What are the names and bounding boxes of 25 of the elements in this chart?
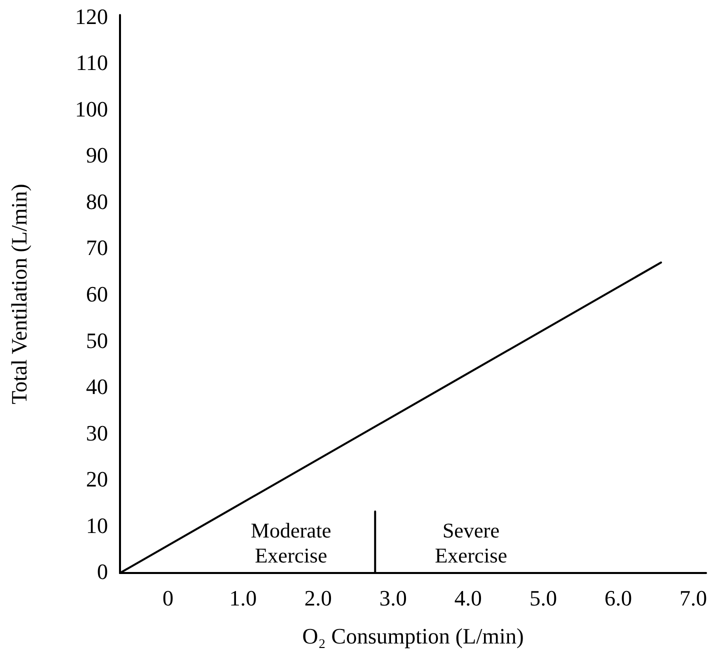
y-tick-label: 120 xyxy=(75,4,108,29)
x-tick-label: 1.0 xyxy=(229,586,257,610)
y-tick-label: 80 xyxy=(86,188,108,214)
x-tick-label: 4.0 xyxy=(454,586,482,610)
y-tick-label: 10 xyxy=(86,512,108,538)
annotation: Severe Exercise xyxy=(434,518,508,568)
x-tick-label: 2.0 xyxy=(304,586,332,610)
y-tick-label: 110 xyxy=(76,50,108,76)
y-tick-label: 30 xyxy=(86,420,108,446)
annotation: Moderate Exercise xyxy=(250,518,332,568)
y-axis-title: Total Ventilation (L/min) xyxy=(6,184,32,404)
x-tick-label: 6.0 xyxy=(604,586,632,610)
x-tick-label: 5.0 xyxy=(529,586,557,610)
x-tick-label: 7.0 xyxy=(680,586,708,610)
x-tick-label: 3.0 xyxy=(379,586,407,610)
y-tick-label: 0 xyxy=(97,559,108,584)
y-tick-label: 100 xyxy=(75,96,108,122)
y-tick-label: 50 xyxy=(86,328,108,353)
x-axis-title: O₂ Consumption (L/min) xyxy=(302,624,524,648)
y-tick-label: 40 xyxy=(86,374,108,400)
x-tick-label: 0 xyxy=(162,586,174,610)
y-tick-label: 60 xyxy=(86,282,108,306)
y-tick-label: 70 xyxy=(86,235,108,260)
y-tick-label: 90 xyxy=(86,142,108,168)
y-tick-label: 20 xyxy=(86,466,108,492)
